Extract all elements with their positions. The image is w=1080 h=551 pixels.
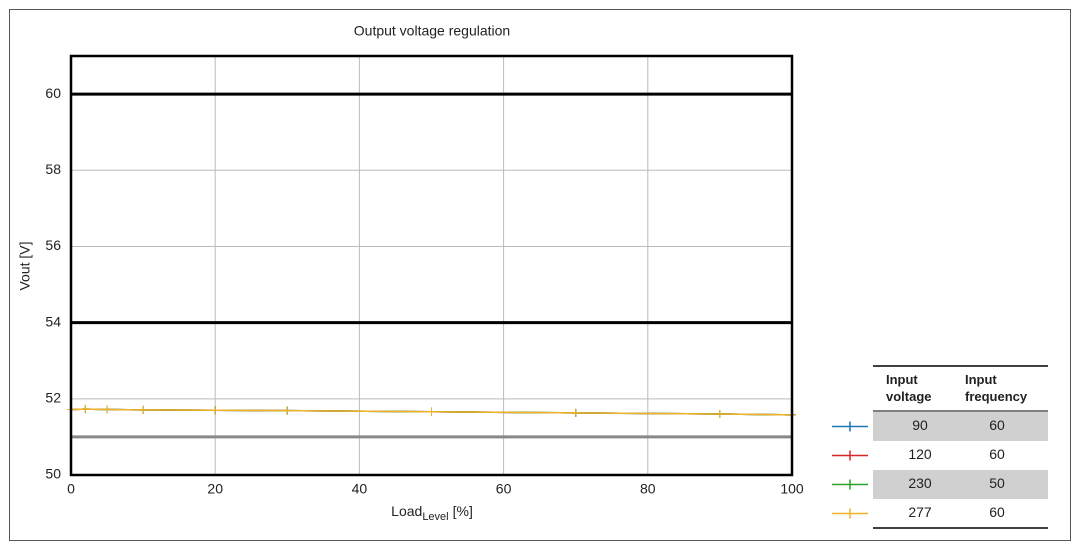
x-axis-label: LoadLevel [%] (391, 503, 473, 523)
point-marker (211, 406, 220, 415)
row-shade (873, 412, 1048, 441)
table-header: Input voltage (886, 372, 932, 404)
x-label-unit: [%] (453, 503, 473, 519)
y-axis-label: Vout [V] (17, 241, 33, 290)
header-word: Input (886, 372, 918, 387)
table-cell: 230 (908, 475, 932, 491)
y-tick-label: 60 (45, 85, 61, 101)
row-shade (873, 470, 1048, 499)
point-marker (283, 406, 292, 415)
point-marker (427, 407, 436, 416)
table-cell: 60 (989, 417, 1005, 433)
y-tick-label: 54 (45, 313, 61, 329)
frame (9, 9, 1071, 541)
point-marker (103, 405, 112, 414)
plot-border (69, 54, 794, 477)
table-cell: 277 (908, 504, 932, 520)
point-marker (81, 405, 90, 414)
table-cell: 90 (912, 417, 928, 433)
x-tick-label: 80 (640, 481, 656, 497)
legend-swatch (832, 479, 868, 490)
table-cell: 60 (989, 446, 1005, 462)
chart-title: Output voltage regulation (354, 23, 510, 39)
x-tick-label: 100 (780, 481, 804, 497)
point-marker (715, 410, 724, 419)
y-tick-label: 56 (45, 237, 61, 253)
x-label-main: Load (391, 503, 422, 519)
x-label-sub: Level (422, 511, 448, 523)
y-tick-label: 52 (45, 390, 61, 406)
header-word: frequency (965, 389, 1028, 404)
legend-swatch (832, 508, 868, 519)
table-cell: 50 (989, 475, 1005, 491)
legend-swatch (832, 421, 868, 432)
point-marker (139, 405, 148, 414)
y-tick-label: 58 (45, 161, 61, 177)
y-tick-label: 50 (45, 466, 61, 482)
table-cell: 120 (908, 446, 932, 462)
table-cell: 60 (989, 504, 1005, 520)
x-tick-label: 60 (496, 481, 512, 497)
point-marker (571, 408, 580, 417)
series-line (70, 408, 793, 416)
header-word: Input (965, 372, 997, 387)
x-tick-label: 0 (67, 481, 75, 497)
x-tick-label: 40 (352, 481, 368, 497)
table-header: Input frequency (965, 372, 1028, 404)
x-tick-label: 20 (207, 481, 223, 497)
header-word: voltage (886, 389, 932, 404)
legend-swatch (832, 450, 868, 461)
